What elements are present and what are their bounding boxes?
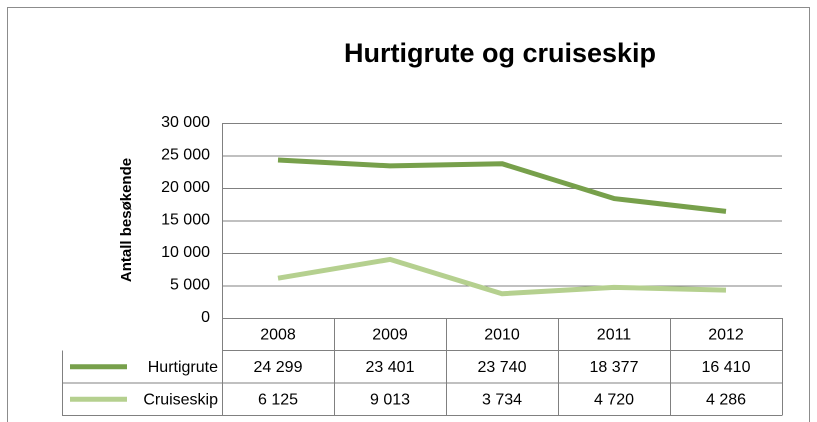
x-tick-label: 2009 [372,326,408,343]
y-axis-label: Antall besøkende [118,158,135,282]
x-tick-label: 2012 [708,326,744,343]
series-line [277,256,727,297]
table-value: 4 286 [706,391,746,408]
table-value: 3 734 [482,391,522,408]
table-value: 9 013 [370,391,410,408]
chart-title: Hurtigrute og cruiseskip [344,38,656,68]
table-value: 18 377 [590,359,639,376]
table-value: 23 401 [366,359,415,376]
series-line [277,157,727,214]
x-tick-label: 2010 [484,326,520,343]
table-value: 24 299 [254,359,303,376]
chart-border [7,7,810,422]
table-value: 4 720 [594,391,634,408]
x-tick-label: 2008 [260,326,296,343]
table-value: 6 125 [258,391,298,408]
y-tick-label: 5 000 [170,277,210,294]
y-tick-label: 20 000 [161,179,210,196]
y-tick-label: 15 000 [161,212,210,229]
y-tick-label: 30 000 [161,114,210,131]
table-value: 16 410 [702,359,751,376]
y-tick-label: 10 000 [161,244,210,261]
legend-label: Hurtigrute [148,359,218,376]
y-tick-label: 25 000 [161,147,210,164]
y-tick-label: 0 [201,309,210,326]
legend-label: Cruiseskip [143,391,218,408]
table-value: 23 740 [478,359,527,376]
x-tick-label: 2011 [597,326,632,343]
